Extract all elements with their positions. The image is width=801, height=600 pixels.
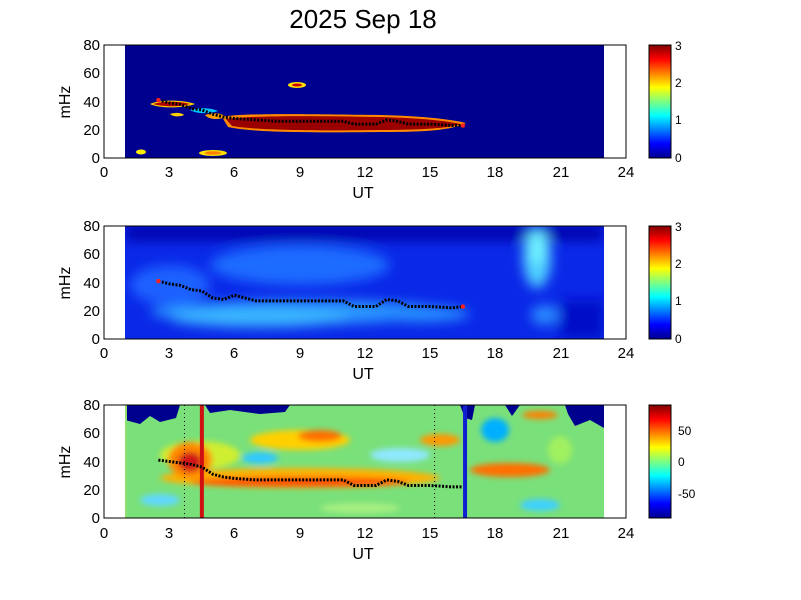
trace-endpoint-marker [460, 123, 466, 128]
panel-3-y-axis-label: mHz [57, 446, 74, 479]
y-tick-label: 0 [92, 150, 100, 167]
x-tick-label: 12 [357, 345, 374, 362]
x-tick-label: 24 [618, 345, 635, 362]
x-tick-label: 24 [618, 164, 635, 181]
x-tick-label: 9 [296, 525, 304, 542]
x-tick-label: 21 [553, 525, 570, 542]
panel-2-frequency-trace [158, 279, 464, 310]
panel-1: 0 3 6 9 12 15 18 21 24 0 20 40 60 80 UT … [57, 37, 682, 202]
panel-1-colorbar: 0 1 2 3 [648, 39, 682, 165]
y-tick-label: 20 [83, 303, 100, 320]
y-tick-label: 40 [83, 94, 100, 111]
panel-2-colorbar: 0 1 2 3 [648, 220, 682, 346]
x-tick-label: 21 [553, 345, 570, 362]
x-tick-label: 6 [230, 525, 238, 542]
y-tick-label: 60 [83, 246, 100, 263]
x-tick-label: 18 [487, 525, 504, 542]
colorbar-tick-label: 2 [675, 257, 682, 271]
y-tick-label: 80 [83, 37, 100, 54]
x-tick-label: 15 [422, 345, 439, 362]
colorbar-tick-label: 0 [678, 455, 685, 469]
x-tick-label: 15 [422, 164, 439, 181]
y-tick-label: 60 [83, 65, 100, 82]
x-tick-label: 3 [165, 525, 173, 542]
x-tick-label: 18 [487, 345, 504, 362]
panel-3-y-ticks: 0 20 40 60 80 [83, 397, 100, 527]
panel-2-x-axis-label: UT [352, 366, 374, 383]
x-tick-label: 21 [553, 164, 570, 181]
x-tick-label: 3 [165, 345, 173, 362]
panel-2-y-ticks: 0 20 40 60 80 [83, 218, 100, 348]
panel-3-frequency-trace [158, 458, 463, 489]
x-tick-label: 0 [100, 164, 108, 181]
y-tick-label: 0 [92, 510, 100, 527]
x-tick-label: 0 [100, 525, 108, 542]
panel-2-trace-start-marker [156, 278, 161, 284]
colorbar-tick-label: 0 [675, 332, 682, 346]
panel-2-y-axis-label: mHz [57, 267, 74, 300]
colorbar-tick-label: 50 [678, 424, 692, 438]
x-tick-label: 0 [100, 345, 108, 362]
panel-2: 0 3 6 9 12 15 18 21 24 0 20 40 60 80 UT … [57, 218, 682, 383]
panel-3: 0 3 6 9 12 15 18 21 24 0 20 40 60 80 UT … [57, 397, 696, 563]
y-tick-label: 40 [83, 454, 100, 471]
colorbar-tick-label: 3 [675, 39, 682, 53]
x-tick-label: 6 [230, 345, 238, 362]
panel-3-x-axis-label: UT [352, 546, 374, 563]
panel-1-x-axis-label: UT [352, 185, 374, 202]
x-tick-label: 18 [487, 164, 504, 181]
panel-1-y-axis-label: mHz [57, 86, 74, 119]
x-tick-label: 15 [422, 525, 439, 542]
panel-3-x-ticks: 0 3 6 9 12 15 18 21 24 [100, 525, 635, 542]
panel-3-colorbar: -50 0 50 [648, 404, 696, 519]
x-tick-label: 6 [230, 164, 238, 181]
panel-1-trace-end-marker [460, 123, 466, 128]
panel-1-heatmap [125, 45, 604, 158]
x-tick-label: 9 [296, 164, 304, 181]
y-tick-label: 40 [83, 275, 100, 292]
colorbar-tick-label: -50 [678, 487, 696, 501]
figure-title: 2025 Sep 18 [289, 4, 436, 34]
panel-1-frequency-trace [158, 98, 463, 127]
y-tick-label: 20 [83, 122, 100, 139]
panel-2-heatmap [125, 226, 604, 339]
panel-2-trace-end-marker [460, 304, 466, 309]
x-tick-label: 12 [357, 164, 374, 181]
y-tick-label: 60 [83, 425, 100, 442]
x-tick-label: 9 [296, 345, 304, 362]
panel-1-x-ticks: 0 3 6 9 12 15 18 21 24 [100, 164, 635, 181]
y-tick-label: 20 [83, 482, 100, 499]
colorbar-tick-label: 2 [675, 76, 682, 90]
x-tick-label: 24 [618, 525, 635, 542]
trace-endpoint-marker [156, 97, 161, 103]
panel-2-x-ticks: 0 3 6 9 12 15 18 21 24 [100, 345, 635, 362]
y-tick-label: 80 [83, 397, 100, 414]
x-tick-label: 3 [165, 164, 173, 181]
colorbar-tick-label: 1 [675, 113, 682, 127]
y-tick-label: 0 [92, 331, 100, 348]
panel-1-trace-start-marker [156, 97, 161, 103]
colorbar-tick-label: 0 [675, 151, 682, 165]
colorbar-tick-label: 1 [675, 294, 682, 308]
y-tick-label: 80 [83, 218, 100, 235]
x-tick-label: 12 [357, 525, 374, 542]
colorbar-tick-label: 3 [675, 220, 682, 234]
trace-endpoint-marker [156, 278, 161, 284]
panel-1-y-ticks: 0 20 40 60 80 [83, 37, 100, 167]
panel-3-heatmap [125, 405, 604, 518]
trace-endpoint-marker [460, 304, 466, 309]
